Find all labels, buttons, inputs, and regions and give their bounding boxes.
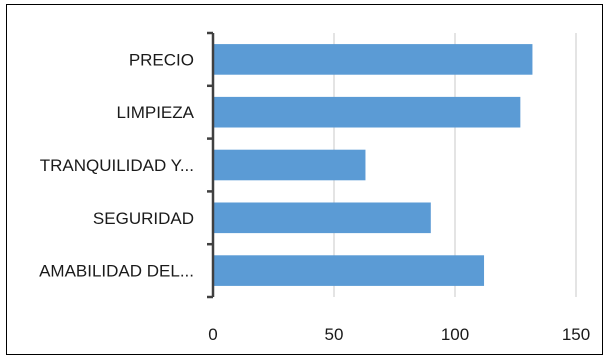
- category-label-4: SEGURIDAD: [93, 209, 194, 228]
- bar-5: [213, 255, 485, 286]
- category-labels: PRECIO LIMPIEZA TRANQUILIDAD Y... SEGURIDAD…: [39, 50, 195, 280]
- tick-label-50: 50: [325, 325, 344, 344]
- category-label-2: LIMPIEZA: [117, 103, 195, 122]
- bars: [213, 44, 533, 286]
- category-label-5: AMABILIDAD DEL...: [39, 262, 194, 281]
- bar-2: [213, 96, 521, 128]
- bar-1: [213, 44, 533, 75]
- category-axis: [207, 31, 215, 299]
- category-label-3: TRANQUILIDAD Y...: [40, 156, 194, 175]
- tick-label-100: 100: [441, 325, 469, 344]
- tick-label-150: 150: [562, 325, 590, 344]
- bar-3: [213, 149, 366, 181]
- category-label-1: PRECIO: [129, 50, 194, 69]
- tick-label-0: 0: [208, 325, 217, 344]
- bar-4: [213, 202, 431, 234]
- value-axis-labels: 0 50 100 150: [208, 325, 590, 344]
